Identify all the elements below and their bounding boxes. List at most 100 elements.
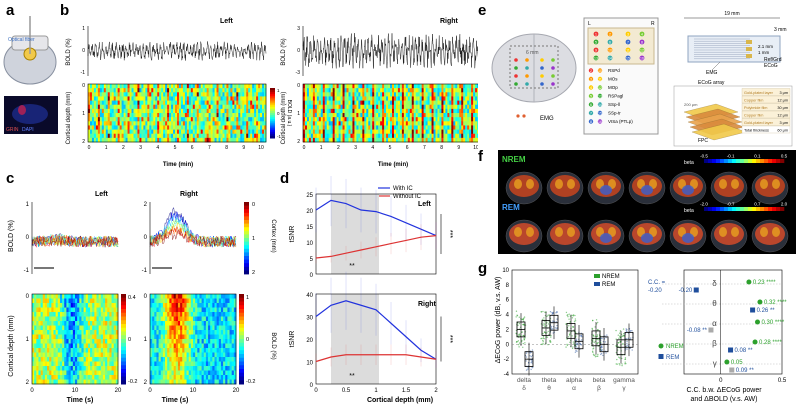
- heatmap-cell: [113, 312, 117, 317]
- heatmap-cell: [145, 88, 148, 93]
- c-ytick: 0: [144, 235, 148, 241]
- g-nrem-point: [572, 314, 575, 316]
- heatmap-cell: [131, 125, 134, 130]
- heatmap-cell: [198, 84, 202, 89]
- heatmap-cell: [109, 88, 113, 93]
- heatmap-cell: [131, 133, 134, 139]
- heatmap-cell: [463, 117, 466, 122]
- heatmap-cell: [220, 133, 223, 139]
- heatmap-cell: [364, 117, 367, 122]
- heatmap-cell: [372, 92, 375, 97]
- heatmap-cell: [340, 88, 343, 93]
- heatmap-cell: [197, 325, 200, 331]
- heatmap-cell: [439, 129, 442, 135]
- heatmap-cell: [125, 125, 128, 130]
- heatmap-cell: [182, 312, 185, 317]
- heatmap-cell: [40, 352, 44, 358]
- heatmap-cell: [53, 370, 57, 376]
- heatmap-cell: [177, 352, 181, 358]
- heatmap-cell: [87, 343, 91, 349]
- e-table-num: 8: [590, 120, 592, 124]
- heatmap-cell: [79, 303, 82, 308]
- heatmap-cell: [119, 88, 123, 93]
- heatmap-cell: [83, 379, 87, 385]
- heatmap-cell: [159, 96, 162, 101]
- heatmap-cell: [193, 321, 196, 326]
- c-cortex-cbar-segment: [244, 216, 249, 221]
- heatmap-cell: [165, 370, 168, 376]
- heatmap-cell: [216, 316, 220, 322]
- heatmap-cell: [42, 312, 46, 317]
- heatmap-cell: [423, 137, 427, 143]
- heatmap-cell: [153, 129, 156, 135]
- heatmap-cell: [94, 303, 97, 308]
- heatmap-cell: [310, 113, 314, 118]
- heatmap-cell: [386, 113, 389, 118]
- g-rem-point: [525, 356, 528, 358]
- heatmap-cell: [232, 108, 235, 114]
- heatmap-cell: [322, 84, 326, 89]
- heatmap-cell: [197, 361, 200, 367]
- heatmap-cell: [346, 117, 349, 122]
- b-right-title: Right: [440, 18, 459, 25]
- heatmap-cell: [320, 84, 324, 89]
- g-nrem-point: [543, 331, 546, 333]
- heatmap-cell: [368, 137, 371, 143]
- heatmap-cell: [393, 137, 397, 143]
- e-layer-name: Polyimide film: [744, 106, 767, 110]
- heatmap-cell: [360, 96, 363, 101]
- heatmap-cell: [145, 104, 148, 110]
- f-deactivation-blob: [682, 233, 694, 243]
- heatmap-cell: [441, 125, 444, 130]
- heatmap-cell: [103, 96, 107, 101]
- heatmap-cell: [59, 348, 63, 353]
- heatmap-cell: [98, 357, 102, 362]
- heatmap-cell: [175, 303, 179, 308]
- heatmap-cell: [210, 108, 213, 114]
- heatmap-cell: [210, 303, 213, 308]
- heatmap-cell: [216, 352, 220, 358]
- heatmap-cell: [87, 352, 91, 358]
- heatmap-cell: [55, 307, 59, 313]
- heatmap-cell: [44, 375, 48, 380]
- heatmap-cell: [223, 334, 226, 340]
- heatmap-cell: [49, 325, 52, 331]
- heatmap-cell: [70, 294, 74, 299]
- f-cbar-segment: [712, 159, 717, 163]
- heatmap-cell: [177, 108, 180, 114]
- heatmap-cell: [125, 108, 128, 114]
- heatmap-cell: [59, 321, 63, 326]
- heatmap-cell: [186, 343, 190, 349]
- heatmap-cell: [384, 133, 387, 139]
- heatmap-cell: [145, 129, 148, 135]
- heatmap-cell: [250, 108, 253, 114]
- heatmap-cell: [346, 104, 349, 110]
- panel-label-f: f: [478, 148, 483, 165]
- heatmap-cell: [139, 96, 142, 101]
- heatmap-cell: [162, 370, 166, 376]
- brain-electrode: [525, 58, 529, 62]
- heatmap-cell: [105, 361, 108, 367]
- heatmap-cell: [382, 133, 385, 139]
- heatmap-cell: [98, 339, 102, 344]
- heatmap-cell: [214, 96, 217, 101]
- heatmap-cell: [254, 100, 257, 106]
- heatmap-cell: [308, 88, 312, 93]
- heatmap-cell: [182, 339, 185, 344]
- heatmap-cell: [252, 108, 255, 114]
- heatmap-cell: [334, 100, 338, 106]
- heatmap-cell: [154, 348, 157, 353]
- heatmap-cell: [91, 121, 95, 126]
- heatmap-cell: [356, 92, 359, 97]
- heatmap-cell: [34, 370, 37, 376]
- heatmap-cell: [234, 84, 237, 89]
- heatmap-cell: [36, 361, 39, 367]
- heatmap-cell: [139, 133, 142, 139]
- c-ytick: 2: [144, 202, 148, 208]
- heatmap-cell: [32, 357, 35, 362]
- heatmap-cell: [135, 108, 138, 114]
- heatmap-cell: [378, 133, 381, 139]
- heatmap-cell: [212, 84, 215, 89]
- heatmap-cell: [453, 108, 456, 114]
- heatmap-cell: [350, 84, 353, 89]
